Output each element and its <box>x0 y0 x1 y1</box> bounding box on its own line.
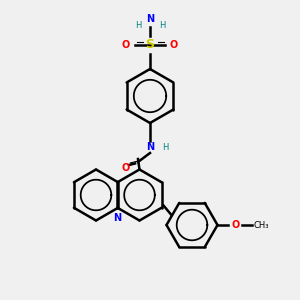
Text: H: H <box>135 21 141 30</box>
Text: O: O <box>122 163 130 173</box>
Text: S: S <box>146 38 154 52</box>
Text: CH₃: CH₃ <box>253 220 269 230</box>
Text: N: N <box>113 213 121 224</box>
Text: O: O <box>231 220 240 230</box>
Text: N: N <box>146 14 154 25</box>
Text: H: H <box>162 142 168 152</box>
Text: O: O <box>122 40 130 50</box>
Text: N: N <box>146 142 154 152</box>
Text: H: H <box>159 21 165 30</box>
Text: O: O <box>170 40 178 50</box>
